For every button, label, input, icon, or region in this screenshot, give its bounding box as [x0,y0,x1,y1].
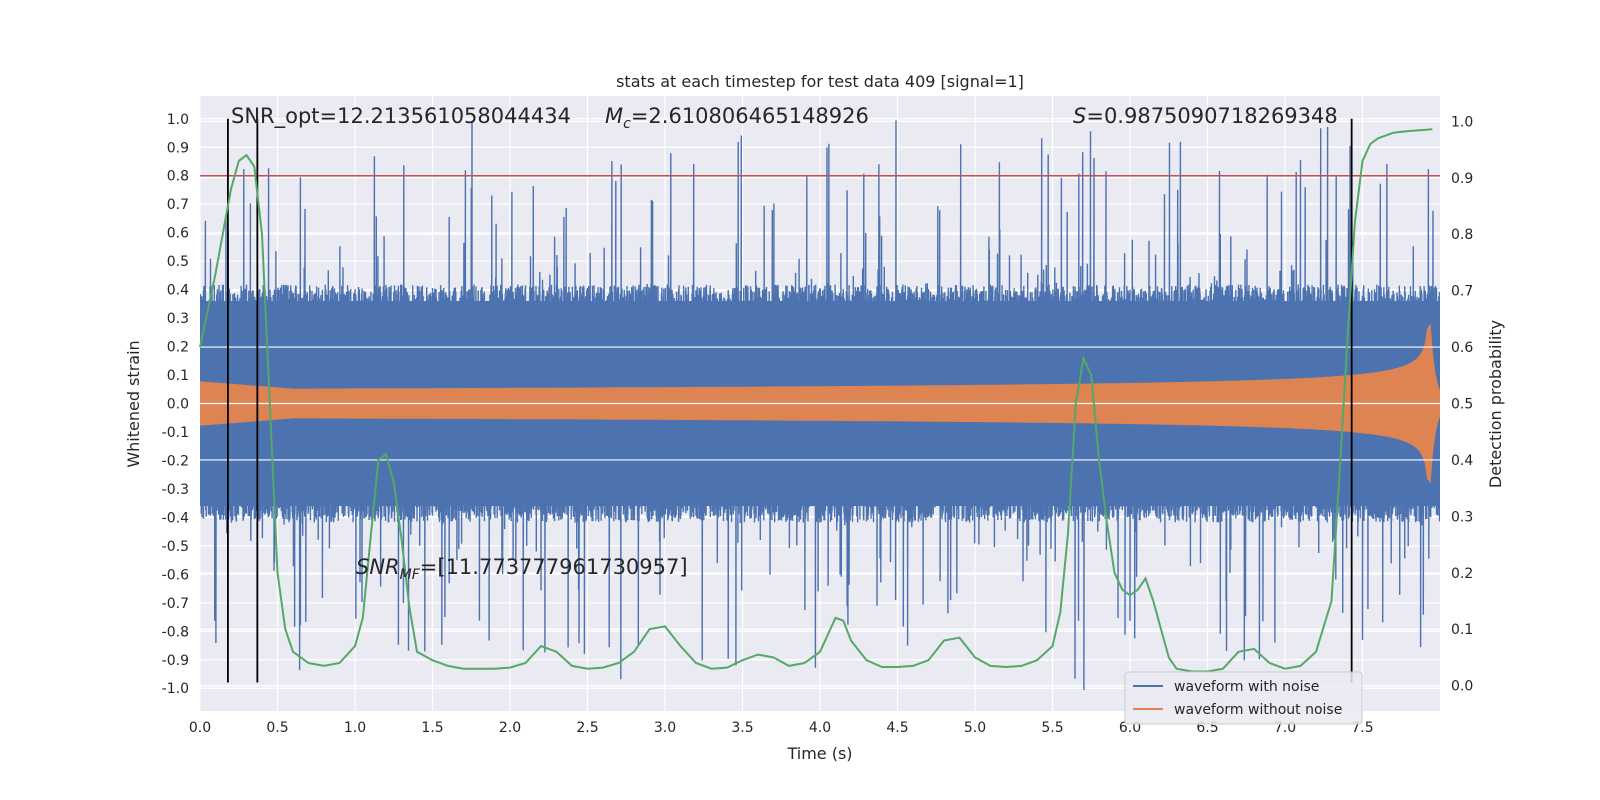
right-axis-label: Detection probability [1486,320,1505,488]
y-tick-label: -0.8 [162,624,189,640]
right-tick-label: 0.7 [1451,284,1473,300]
right-tick-label: 0.9 [1451,171,1473,187]
x-tick-label: 5.0 [964,720,986,736]
chirp-mass-symbol: M [605,104,623,128]
y-tick-label: -0.5 [162,539,189,555]
y-tick-label: 0.7 [167,197,189,213]
chirp-mass-annotation: Mc=2.610806465148926 [605,104,869,132]
snr-opt-annotation: SNR_opt=12.213561058044434 [231,104,571,129]
x-tick-label: 1.5 [421,720,443,736]
y-axis-label: Whitened strain [124,340,143,467]
y-tick-label: -0.4 [162,510,189,526]
snr-mf-subscript: MF [400,567,421,583]
x-tick-label: 0.0 [189,720,211,736]
s-annotation: S=0.9875090718269348 [1073,104,1338,128]
right-tick-label: 0.3 [1451,509,1473,525]
y-tick-label: 0.3 [167,311,189,327]
s-symbol: S [1073,104,1086,128]
x-tick-label: 1.0 [344,720,366,736]
y-tick-label: 1.0 [167,112,189,128]
x-tick-label: 0.5 [266,720,288,736]
right-axis-ticks: 0.0 0.1 0.2 0.3 0.4 0.5 0.6 0.7 0.8 0.9 1.0 [1451,114,1473,694]
y-tick-label: 0.6 [167,226,189,242]
x-tick-label: 4.0 [809,720,831,736]
chart-title: stats at each timestep for test data 409… [616,72,1024,91]
y-tick-label: 0.0 [167,397,189,413]
x-tick-label: 2.0 [499,720,521,736]
legend-label-noise: waveform with noise [1174,679,1319,695]
x-tick-label: 3.5 [731,720,753,736]
y-tick-label: -0.3 [162,482,189,498]
y-tick-label: 0.9 [167,140,189,156]
right-tick-label: 0.4 [1451,453,1473,469]
y-tick-label: -0.7 [162,596,189,612]
x-tick-label: 2.5 [576,720,598,736]
y-tick-label: 0.8 [167,169,189,185]
snr-mf-symbol: SNR [356,555,400,579]
snr-mf-value: =[11.773777961730957] [420,555,688,579]
right-tick-label: 1.0 [1451,114,1473,130]
y-tick-label: 0.5 [167,254,189,270]
right-tick-label: 0.8 [1451,227,1473,243]
legend-label-clean: waveform without noise [1174,702,1342,718]
right-tick-label: 0.6 [1451,340,1473,356]
y-tick-label: -0.1 [162,425,189,441]
legend: waveform with noise waveform without noi… [1124,671,1363,725]
y-tick-label: -1.0 [162,681,189,697]
right-tick-label: 0.5 [1451,397,1473,413]
y-tick-label: 0.2 [167,340,189,356]
right-tick-label: 0.2 [1451,566,1473,582]
series-layer [200,120,1440,691]
chirp-mass-value: =2.610806465148926 [631,104,869,128]
right-tick-label: 0.1 [1451,622,1473,638]
y-tick-label: -0.2 [162,453,189,469]
x-tick-label: 5.5 [1041,720,1063,736]
chirp-mass-subscript: c [623,116,631,132]
y-tick-label: 0.1 [167,368,189,384]
snr-mf-annotation: SNRMF=[11.773777961730957] [356,555,688,583]
y-tick-label: -0.9 [162,653,189,669]
legend-box [1124,671,1363,725]
x-tick-label: 4.5 [886,720,908,736]
y-tick-label: -0.6 [162,567,189,583]
x-tick-label: 3.0 [654,720,676,736]
overlay-layer [199,118,1440,683]
x-axis-label: Time (s) [786,744,852,763]
s-value: =0.9875090718269348 [1086,104,1337,128]
x-axis-ticks: 0.0 0.5 1.0 1.5 2.0 2.5 3.0 3.5 4.0 4.5 5.0 5.5 6.0 6… [189,720,1374,736]
y-axis-ticks: -1.0 -0.9 -0.8 -0.7 -0.6 -0.5 -0.4 -0.3 -0.2 -0.1… [162,112,189,697]
series-detection-probability [199,128,1433,673]
y-tick-label: 0.4 [167,283,189,299]
right-tick-label: 0.0 [1451,679,1473,695]
